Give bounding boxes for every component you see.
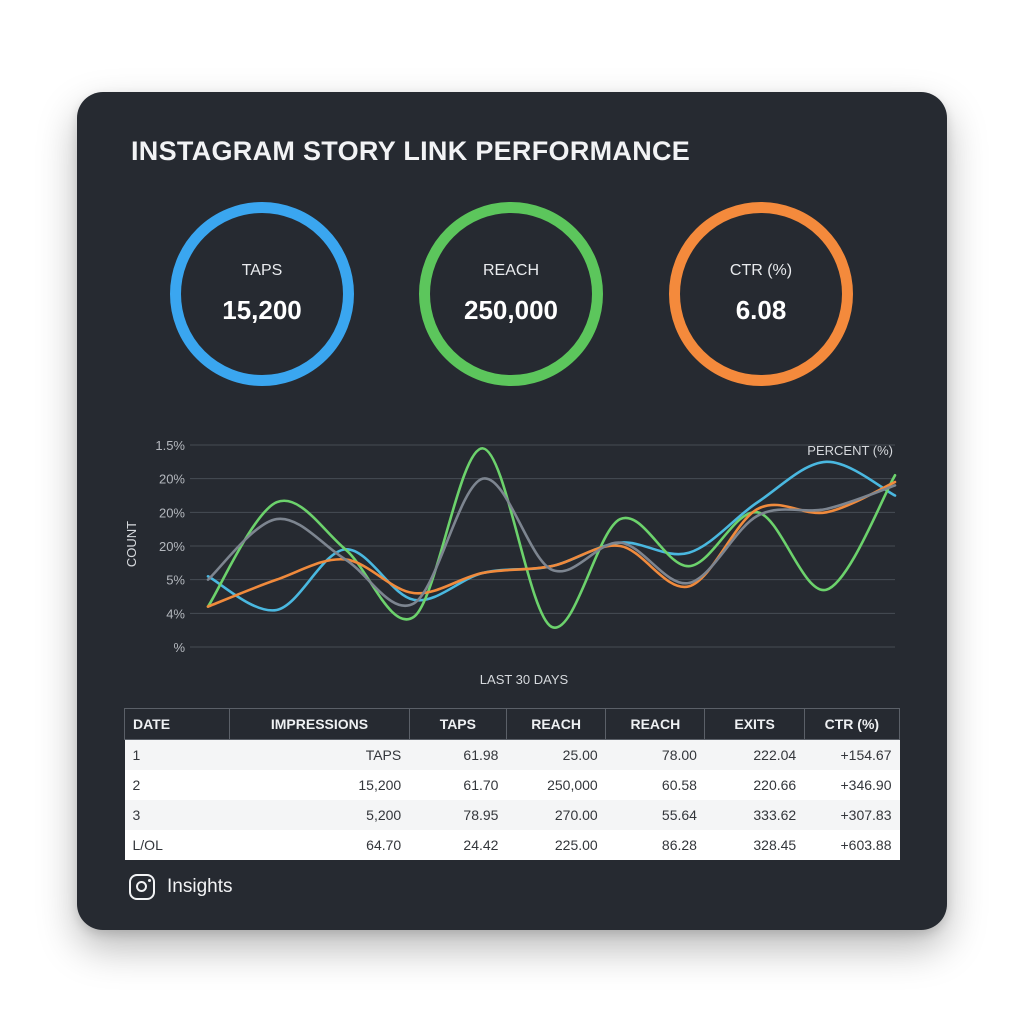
table-cell: +307.83 bbox=[804, 800, 900, 830]
table-row: 2 15,200 61.70 250,000 60.58 220.66 +346… bbox=[124, 770, 900, 800]
percent-label: PERCENT (%) bbox=[807, 443, 893, 458]
table-cell: L/OL bbox=[124, 830, 230, 860]
insights-label: Insights bbox=[167, 876, 233, 897]
table-cell: +154.67 bbox=[804, 739, 900, 770]
table-cell: 225.00 bbox=[506, 830, 606, 860]
table-cell: 333.62 bbox=[704, 800, 805, 830]
table-cell: 24.42 bbox=[409, 830, 507, 860]
x-axis-label: LAST 30 DAYS bbox=[480, 672, 569, 687]
series-line-3 bbox=[206, 480, 897, 608]
table-cell: TAPS bbox=[229, 739, 410, 770]
y-tick-label: 5% bbox=[166, 573, 185, 588]
table-cell: 328.45 bbox=[704, 830, 805, 860]
table-cell: 64.70 bbox=[229, 830, 410, 860]
y-tick-label: 20% bbox=[159, 539, 185, 554]
reach-gauge: REACH 250,000 bbox=[419, 202, 603, 386]
y-tick-label: 20% bbox=[159, 505, 185, 520]
column-header: DATE bbox=[123, 708, 231, 740]
y-tick-label: 1.5% bbox=[155, 438, 185, 453]
table-cell: 55.64 bbox=[605, 800, 705, 830]
table-cell: 78.00 bbox=[605, 739, 705, 770]
table-cell: 222.04 bbox=[704, 739, 805, 770]
ctr-gauge: CTR (%) 6.08 bbox=[669, 202, 853, 386]
table-cell: 61.98 bbox=[409, 739, 507, 770]
column-header: CTR (%) bbox=[803, 708, 901, 740]
reach-gauge-value: 250,000 bbox=[464, 295, 558, 325]
table-row: L/OL 64.70 24.42 225.00 86.28 328.45 +60… bbox=[124, 830, 900, 860]
column-header: EXITS bbox=[704, 708, 805, 740]
taps-gauge-label: TAPS bbox=[241, 262, 283, 279]
table-cell: +346.90 bbox=[804, 770, 900, 800]
ctr-gauge-value: 6.08 bbox=[735, 295, 787, 325]
table-header-row: DATE IMPRESSIONS TAPS REACH REACH EXITS … bbox=[123, 708, 901, 740]
ctr-gauge-label: CTR (%) bbox=[729, 262, 793, 279]
column-header: REACH bbox=[505, 708, 607, 740]
series-line-1 bbox=[206, 460, 897, 612]
table-cell: 3 bbox=[124, 800, 230, 830]
table-cell: 2 bbox=[124, 770, 230, 800]
series-line-2 bbox=[206, 447, 897, 629]
table-cell: 1 bbox=[124, 739, 230, 770]
instagram-icon bbox=[129, 874, 155, 900]
series-line-4 bbox=[206, 477, 897, 607]
table-cell: 61.70 bbox=[409, 770, 507, 800]
y-tick-label: % bbox=[173, 640, 185, 655]
column-header: REACH bbox=[605, 708, 706, 740]
y-tick-label: 4% bbox=[166, 606, 185, 621]
table-cell: 5,200 bbox=[229, 800, 410, 830]
y-axis-label: COUNT bbox=[124, 521, 139, 567]
reach-gauge-label: REACH bbox=[482, 262, 539, 279]
table-cell: 250,000 bbox=[506, 770, 606, 800]
insights-footer[interactable]: Insights bbox=[129, 874, 232, 900]
table-cell: 86.28 bbox=[605, 830, 705, 860]
y-tick-label: 20% bbox=[159, 472, 185, 487]
page-title: INSTAGRAM STORY LINK PERFORMANCE bbox=[131, 136, 691, 166]
column-header: IMPRESSIONS bbox=[229, 708, 410, 740]
dashboard-card: INSTAGRAM STORY LINK PERFORMANCE TAPS 15… bbox=[77, 92, 947, 930]
column-header: TAPS bbox=[408, 708, 507, 740]
table-row: 3 5,200 78.95 270.00 55.64 333.62 +307.8… bbox=[124, 800, 900, 830]
table-cell: 60.58 bbox=[605, 770, 705, 800]
metrics-table: DATE IMPRESSIONS TAPS REACH REACH EXITS … bbox=[123, 708, 901, 860]
table-cell: 270.00 bbox=[506, 800, 606, 830]
line-chart: 1.5% 20% 20% 20% 5% 4%% COUNT LAST 30 DAYS PE… bbox=[124, 438, 897, 687]
table-cell: 78.95 bbox=[409, 800, 507, 830]
table-row: 1 TAPS 61.98 25.00 78.00 222.04 +154.67 bbox=[124, 739, 900, 770]
taps-gauge-value: 15,200 bbox=[222, 295, 302, 325]
taps-gauge: TAPS 15,200 bbox=[170, 202, 354, 386]
table-cell: 15,200 bbox=[229, 770, 410, 800]
table-cell: 220.66 bbox=[704, 770, 805, 800]
table-cell: 25.00 bbox=[506, 739, 606, 770]
table-cell: +603.88 bbox=[804, 830, 900, 860]
